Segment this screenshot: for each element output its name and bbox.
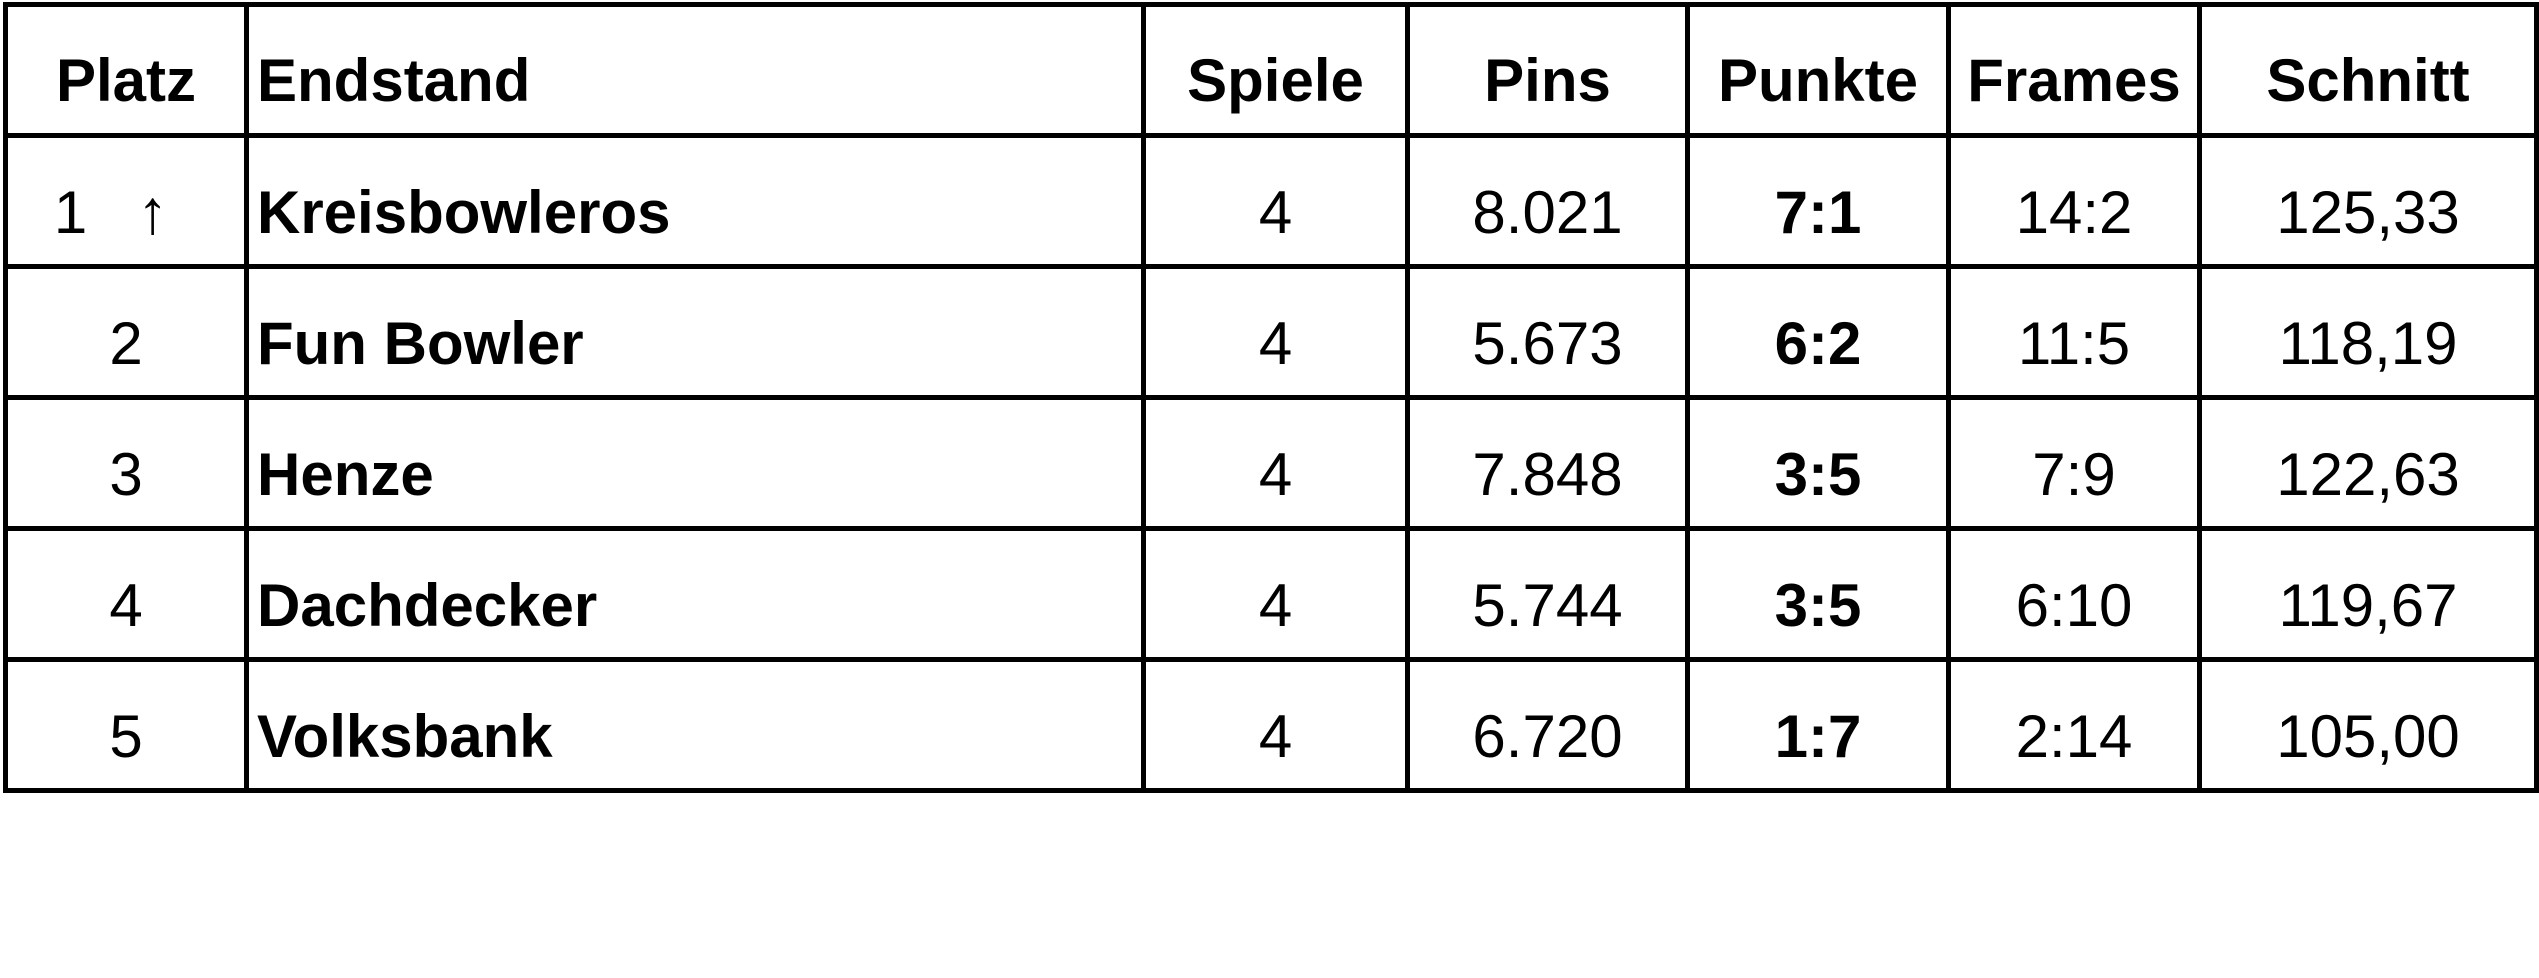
cell-frames: 14:2 — [1946, 133, 2202, 269]
cell-spiele: 4 — [1141, 395, 1410, 531]
standings-table: Platz Endstand Spiele Pins Punkte Frames… — [3, 2, 2539, 793]
cell-team: Fun Bowler — [244, 264, 1146, 400]
cell-spiele: 4 — [1141, 526, 1410, 662]
cell-pins: 7.848 — [1405, 395, 1690, 531]
table-row: 4 Dachdecker 4 5.744 3:5 6:10 119,67 — [3, 526, 2539, 662]
header-spiele: Spiele — [1141, 2, 1410, 138]
cell-platz: 1 ↑ — [3, 133, 249, 269]
cell-frames: 7:9 — [1946, 395, 2202, 531]
cell-punkte: 3:5 — [1685, 526, 1951, 662]
header-schnitt: Schnitt — [2197, 2, 2539, 138]
cell-spiele: 4 — [1141, 133, 1410, 269]
cell-schnitt: 105,00 — [2197, 657, 2539, 793]
cell-pins: 5.673 — [1405, 264, 1690, 400]
cell-team: Dachdecker — [244, 526, 1146, 662]
table-row: 5 Volksbank 4 6.720 1:7 2:14 105,00 — [3, 657, 2539, 793]
cell-punkte: 7:1 — [1685, 133, 1951, 269]
header-platz: Platz — [3, 2, 249, 138]
cell-frames: 2:14 — [1946, 657, 2202, 793]
cell-platz: 5 — [3, 657, 249, 793]
rank: 1 — [53, 178, 88, 246]
table-row: 3 Henze 4 7.848 3:5 7:9 122,63 — [3, 395, 2539, 531]
header-frames: Frames — [1946, 2, 2202, 138]
header-punkte: Punkte — [1685, 2, 1951, 138]
cell-schnitt: 125,33 — [2197, 133, 2539, 269]
table-row: 1 ↑ Kreisbowleros 4 8.021 7:1 14:2 125,33 — [3, 133, 2539, 269]
cell-schnitt: 118,19 — [2197, 264, 2539, 400]
cell-punkte: 1:7 — [1685, 657, 1951, 793]
cell-pins: 5.744 — [1405, 526, 1690, 662]
header-pins: Pins — [1405, 2, 1690, 138]
cell-schnitt: 122,63 — [2197, 395, 2539, 531]
arrow-up-icon: ↑ — [137, 177, 169, 247]
cell-team: Kreisbowleros — [244, 133, 1146, 269]
cell-pins: 8.021 — [1405, 133, 1690, 269]
cell-punkte: 6:2 — [1685, 264, 1951, 400]
cell-pins: 6.720 — [1405, 657, 1690, 793]
cell-frames: 11:5 — [1946, 264, 2202, 400]
cell-platz: 2 — [3, 264, 249, 400]
cell-spiele: 4 — [1141, 264, 1410, 400]
header-row: Platz Endstand Spiele Pins Punkte Frames… — [3, 2, 2539, 138]
cell-platz: 4 — [3, 526, 249, 662]
cell-team: Henze — [244, 395, 1146, 531]
cell-punkte: 3:5 — [1685, 395, 1951, 531]
table-row: 2 Fun Bowler 4 5.673 6:2 11:5 118,19 — [3, 264, 2539, 400]
cell-platz: 3 — [3, 395, 249, 531]
cell-spiele: 4 — [1141, 657, 1410, 793]
cell-team: Volksbank — [244, 657, 1146, 793]
cell-frames: 6:10 — [1946, 526, 2202, 662]
cell-schnitt: 119,67 — [2197, 526, 2539, 662]
header-endstand: Endstand — [244, 2, 1146, 138]
